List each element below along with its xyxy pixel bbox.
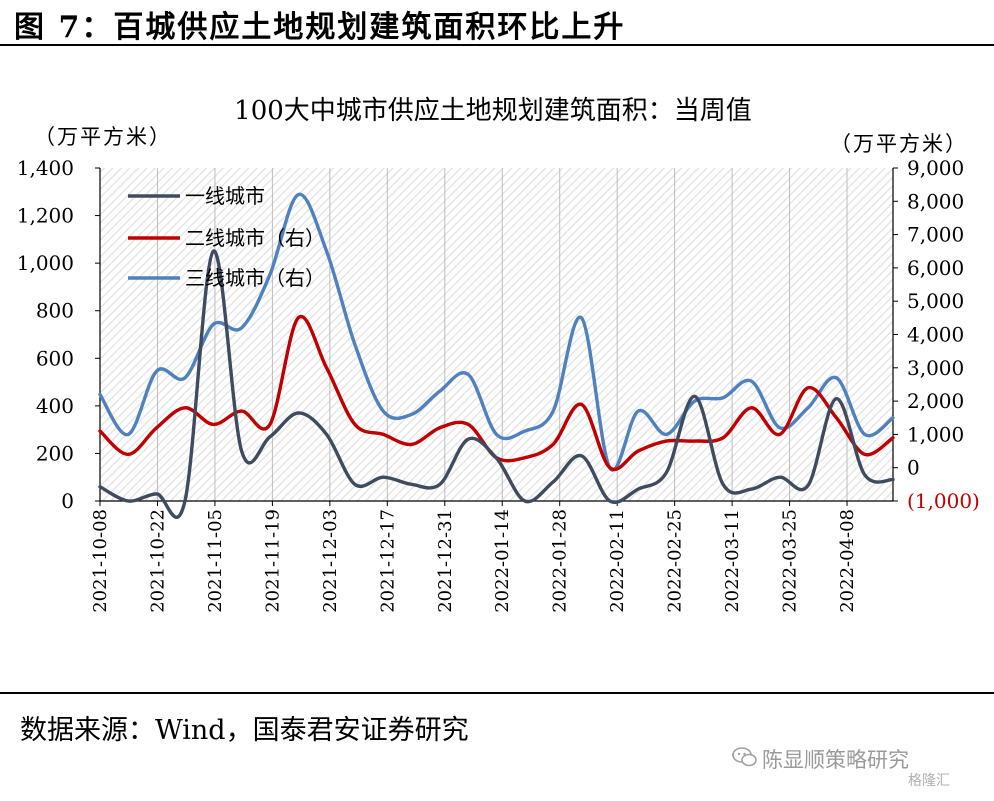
right-tick-label: 0 (907, 456, 920, 480)
x-tick-label: 2021-12-17 (377, 509, 398, 613)
x-tick-label: 2021-12-31 (435, 509, 456, 613)
left-tick-label: 400 (36, 394, 74, 418)
right-tick-label: 8,000 (907, 189, 964, 213)
left-tick-label: 1,200 (17, 204, 74, 228)
series-line-tier3 (98, 192, 895, 472)
left-tick-label: 800 (36, 299, 74, 323)
left-tick-label: 1,000 (17, 251, 74, 275)
right-axis-unit: （万平方米） (830, 132, 968, 156)
left-tick-label: 200 (36, 441, 74, 465)
x-tick-label: 2022-03-11 (722, 509, 743, 613)
left-tick-label: 1,400 (17, 156, 74, 180)
wechat-icon (732, 747, 757, 767)
bottom-rule (0, 692, 994, 694)
x-tick-label: 2022-02-11 (607, 509, 628, 613)
series-lines (98, 192, 895, 519)
right-axis-ticks: (1,000) 0 1,000 2,000 3,000 4,000 5,000 6,000 7,… (893, 156, 980, 513)
right-tick-label: 1,000 (907, 422, 964, 446)
x-tick-label: 2022-02-25 (665, 509, 686, 613)
right-tick-label: 4,000 (907, 323, 964, 347)
legend-label: 一线城市 (185, 184, 265, 208)
right-tick-label: 3,000 (907, 356, 964, 380)
right-tick-label: 6,000 (907, 256, 964, 280)
series-line-tier1 (98, 249, 895, 519)
figure-title: 图 7：百城供应土地规划建筑面积环比上升 (14, 10, 626, 45)
right-tick-label: 5,000 (907, 289, 964, 313)
x-tick-label: 2021-10-08 (90, 509, 111, 613)
x-tick-label: 2022-04-08 (837, 509, 858, 613)
logo-text: 格隆汇 (908, 773, 950, 789)
x-tick-label: 2022-03-25 (780, 509, 801, 613)
x-tick-label: 2021-11-05 (205, 509, 226, 613)
x-tick-label: 2021-11-19 (262, 509, 283, 613)
right-tick-label: (1,000) (907, 489, 980, 513)
source-note: 数据来源：Wind，国泰君安证券研究 (20, 715, 469, 746)
legend-label: 三线城市（右） (185, 266, 325, 290)
line-chart: 100大中城市供应土地规划建筑面积：当周值 （万平方米） （万平方米） 0 200… (17, 96, 980, 613)
left-tick-label: 0 (61, 489, 74, 513)
right-tick-label: 9,000 (907, 156, 964, 180)
gridlines (99, 168, 848, 501)
top-rule (0, 44, 994, 46)
left-tick-label: 600 (36, 346, 74, 370)
x-tick-label: 2021-10-22 (147, 509, 168, 613)
legend-label: 二线城市（右） (185, 226, 325, 250)
right-tick-label: 2,000 (907, 389, 964, 413)
x-tick-label: 2022-01-14 (492, 509, 513, 613)
x-tick-label: 2022-01-28 (550, 509, 571, 613)
chart-title: 100大中城市供应土地规划建筑面积：当周值 (234, 96, 752, 126)
plot-area (100, 168, 893, 501)
left-axis-ticks: 0 200 400 600 800 1,000 1,200 1,400 (17, 156, 100, 513)
x-axis-ticks: 2021-10-08 2021-10-22 2021-11-05 2021-11-19… (90, 501, 858, 613)
watermark: 陈显顺策略研究 (762, 748, 909, 772)
right-tick-label: 7,000 (907, 223, 964, 247)
x-tick-label: 2021-12-03 (320, 509, 341, 613)
left-axis-unit: （万平方米） (34, 125, 172, 149)
